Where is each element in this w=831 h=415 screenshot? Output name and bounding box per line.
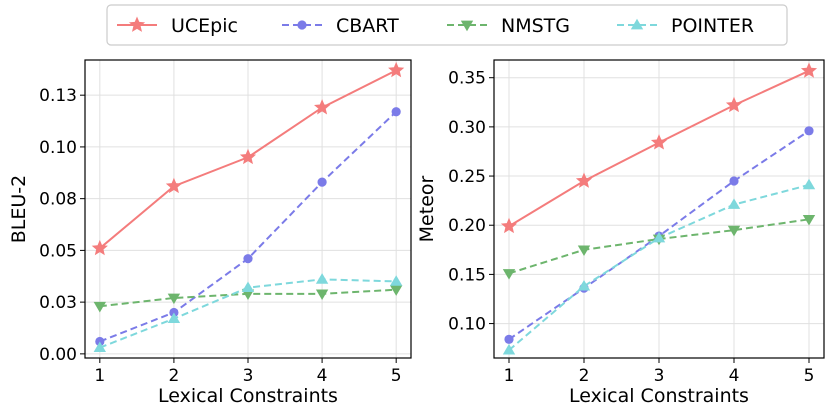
legend-label-pointer: POINTER: [671, 15, 754, 37]
point-nmstg-bleu2-1: [167, 293, 181, 305]
point-cbart-bleu2-4: [391, 107, 401, 117]
legend-marker-nmstg: [460, 20, 474, 32]
legend-label-ucepic: UCEpic: [171, 15, 238, 37]
point-cbart-bleu2-2: [243, 254, 253, 264]
point-nmstg-bleu2-0: [93, 301, 107, 313]
point-ucepic-meteor-4: [800, 62, 818, 78]
legend-marker-pointer: [630, 18, 644, 30]
point-pointer-bleu2-1: [167, 312, 181, 324]
x-tick-label-meteor-2: 3: [654, 366, 665, 386]
point-nmstg-meteor-1: [577, 245, 591, 257]
x-axis-label-meteor: Lexical Constraints: [569, 385, 749, 407]
point-pointer-meteor-4: [802, 178, 816, 190]
point-cbart-bleu2-0: [95, 336, 105, 347]
y-tick-label-meteor-4: 0.30: [448, 118, 486, 138]
point-ucepic-meteor-2: [650, 134, 668, 150]
y-tick-label-bleu2-0: 0.00: [39, 345, 77, 365]
point-ucepic-bleu2-3: [314, 99, 331, 115]
point-pointer-meteor-2: [652, 231, 666, 243]
point-pointer-meteor-1: [577, 280, 591, 291]
legend-label-nmstg: NMSTG: [501, 15, 570, 37]
point-ucepic-bleu2-2: [239, 148, 257, 165]
y-tick-label-meteor-1: 0.15: [448, 265, 486, 285]
point-ucepic-bleu2-0: [91, 239, 108, 256]
legend-marker-ucepic: [128, 16, 146, 32]
point-pointer-bleu2-0: [93, 341, 107, 352]
point-nmstg-meteor-4: [802, 214, 816, 226]
y-tick-label-meteor-5: 0.35: [448, 69, 486, 89]
point-nmstg-bleu2-2: [241, 289, 255, 301]
x-tick-label-meteor-1: 2: [579, 366, 590, 386]
point-cbart-meteor-4: [804, 126, 814, 136]
y-tick-label-bleu2-3: 0.08: [39, 190, 77, 210]
x-axis-label-bleu2: Lexical Constraints: [158, 385, 338, 407]
point-cbart-bleu2-3: [317, 177, 327, 187]
point-ucepic-meteor-1: [575, 172, 593, 188]
y-axis-label-bleu2: BLEU-2: [8, 175, 30, 243]
point-cbart-meteor-3: [729, 176, 739, 186]
x-tick-label-meteor-4: 5: [804, 366, 815, 386]
x-tick-label-meteor-3: 4: [729, 366, 740, 386]
y-axis-label-meteor: Meteor: [416, 175, 438, 242]
x-tick-label-bleu2-0: 1: [94, 366, 105, 386]
point-ucepic-bleu2-4: [388, 61, 405, 78]
point-pointer-bleu2-2: [241, 281, 255, 292]
chart-meteor: 1 2 3 4 5 0.10 0.15 0.20 0.25 0.30 0.35 Lexical C…: [416, 59, 825, 407]
y-tick-label-meteor-0: 0.10: [448, 315, 486, 335]
point-ucepic-bleu2-1: [165, 177, 182, 194]
x-tick-label-bleu2-3: 4: [317, 366, 328, 386]
x-tick-label-bleu2-2: 3: [243, 366, 254, 386]
y-tick-label-bleu2-1: 0.03: [39, 293, 77, 313]
point-nmstg-meteor-0: [502, 269, 516, 280]
point-cbart-bleu2-1: [169, 307, 179, 318]
x-tick-label-bleu2-1: 2: [168, 366, 179, 386]
y-tick-label-bleu2-4: 0.10: [39, 138, 77, 158]
legend-marker-cbart: [297, 20, 307, 30]
legend: UCEpic CBART NMSTG POINTER: [106, 4, 788, 46]
point-nmstg-meteor-3: [727, 225, 741, 237]
point-ucepic-meteor-0: [500, 217, 518, 234]
x-tick-label-bleu2-4: 5: [391, 366, 402, 386]
point-pointer-meteor-0: [502, 343, 516, 355]
y-tick-label-meteor-3: 0.25: [448, 167, 486, 187]
legend-label-cbart: CBART: [336, 15, 399, 37]
y-tick-label-bleu2-5: 0.13: [39, 86, 77, 106]
x-tick-label-meteor-0: 1: [504, 366, 515, 386]
point-nmstg-bleu2-4: [389, 285, 403, 296]
point-ucepic-meteor-3: [725, 96, 743, 113]
point-nmstg-bleu2-3: [315, 289, 329, 301]
y-tick-label-bleu2-2: 0.05: [39, 241, 77, 261]
point-pointer-meteor-3: [727, 198, 741, 209]
point-pointer-bleu2-4: [389, 275, 403, 286]
point-pointer-bleu2-3: [315, 273, 329, 284]
point-cbart-meteor-0: [504, 334, 514, 344]
y-tick-label-meteor-2: 0.20: [448, 216, 486, 236]
chart-bleu2: 1 2 3 4 5 0.00 0.03 0.05 0.08 0.10 0.13 Lexical C…: [8, 59, 412, 407]
